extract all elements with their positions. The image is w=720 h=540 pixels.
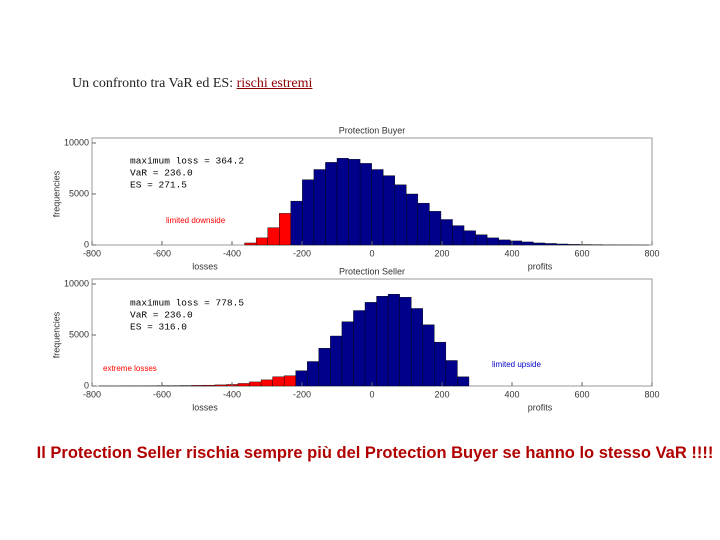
bar: [475, 234, 488, 246]
bar: [376, 296, 389, 387]
bar: [249, 381, 262, 387]
bar: [383, 175, 395, 246]
y-tick-label: 5000: [69, 188, 89, 198]
bar: [406, 193, 419, 246]
chart: Protection Buyer 0 5000 10000 -800 -600 -400 -2…: [51, 125, 659, 412]
bar: [325, 162, 338, 246]
bar: [290, 200, 303, 246]
bar: [279, 213, 292, 246]
annotation: extreme losses: [103, 364, 157, 373]
bar: [302, 179, 315, 246]
bar: [394, 184, 407, 246]
bar: [313, 169, 326, 246]
y-tick-label: 10000: [64, 137, 89, 147]
x-tick-label: -600: [153, 389, 171, 399]
annotation: VaR = 236.0: [130, 168, 193, 179]
title-emphasis: rischi estremi: [236, 76, 313, 91]
bar: [341, 321, 354, 387]
x-tick-label: 600: [574, 389, 589, 399]
bar: [440, 219, 453, 246]
bar: [521, 241, 534, 246]
bar: [556, 243, 569, 246]
bar: [434, 341, 447, 387]
bar: [307, 361, 320, 387]
chart-title: Protection Seller: [339, 266, 405, 276]
bar: [336, 158, 349, 246]
x-axis-label-right: profits: [528, 261, 553, 271]
bar: [255, 237, 268, 246]
x-tick-label: 800: [644, 248, 659, 258]
bar: [283, 375, 296, 387]
bar: [486, 237, 499, 246]
bar: [544, 243, 557, 246]
annotation: maximum loss = 778.5: [130, 298, 244, 309]
bar: [371, 169, 384, 246]
bar: [399, 297, 412, 387]
x-axis-label-left: losses: [192, 402, 218, 412]
caption: Il Protection Seller rischia sempre più …: [36, 444, 714, 462]
bar: [445, 360, 458, 387]
bar: [330, 335, 343, 387]
x-axis-label-right: profits: [528, 402, 553, 412]
x-tick-label: -400: [223, 248, 241, 258]
bar: [533, 242, 546, 246]
bar: [244, 242, 257, 246]
bar: [359, 163, 372, 246]
bar: [422, 324, 435, 387]
x-tick-label: -800: [83, 248, 101, 258]
bar: [353, 310, 366, 387]
bar: [387, 294, 400, 387]
bar: [295, 370, 308, 387]
bar: [272, 376, 285, 387]
bar: [463, 230, 476, 246]
bar: [498, 239, 511, 246]
bar: [203, 384, 216, 387]
bar: [364, 302, 377, 387]
bar: [429, 211, 442, 246]
x-tick-label: -400: [223, 389, 241, 399]
y-tick-label: 5000: [69, 329, 89, 339]
bar: [237, 383, 250, 387]
x-axis-label-left: losses: [192, 261, 218, 271]
annotation: ES = 271.5: [130, 180, 187, 191]
x-tick-label: 600: [574, 248, 589, 258]
bar: [567, 244, 580, 246]
chart-title: Protection Buyer: [339, 125, 406, 135]
x-tick-label: 0: [369, 389, 374, 399]
x-tick-label: 200: [434, 248, 449, 258]
bar: [267, 227, 280, 246]
bar: [457, 376, 470, 387]
x-tick-label: -200: [293, 248, 311, 258]
annotation: VaR = 236.0: [130, 310, 193, 321]
x-tick-label: 200: [434, 389, 449, 399]
annotation: limited upside: [492, 360, 541, 369]
annotation: ES = 316.0: [130, 322, 187, 333]
y-axis-label: frequencies: [51, 170, 61, 217]
y-tick-label: 0: [84, 239, 89, 249]
y-tick-label: 0: [84, 380, 89, 390]
bar: [411, 308, 423, 387]
bar: [214, 384, 227, 387]
x-tick-label: 800: [644, 389, 659, 399]
annotation: maximum loss = 364.2: [130, 156, 244, 167]
bar: [452, 225, 465, 246]
x-tick-label: 400: [504, 248, 519, 258]
y-axis-label: frequencies: [51, 311, 61, 358]
x-tick-label: 400: [504, 389, 519, 399]
bar: [417, 202, 430, 246]
bar: [191, 385, 204, 387]
bar: [318, 348, 331, 387]
x-tick-label: -800: [83, 389, 101, 399]
bar: [348, 159, 361, 246]
x-tick-label: -200: [293, 389, 311, 399]
y-tick-label: 10000: [64, 278, 89, 288]
slide-title: Un confronto tra VaR ed ES: rischi estre…: [72, 76, 312, 92]
x-tick-label: 0: [369, 248, 374, 258]
annotation: limited downside: [166, 216, 226, 225]
x-tick-label: -600: [153, 248, 171, 258]
title-text: Un confronto tra VaR ed ES:: [72, 76, 234, 91]
bar: [260, 379, 273, 387]
